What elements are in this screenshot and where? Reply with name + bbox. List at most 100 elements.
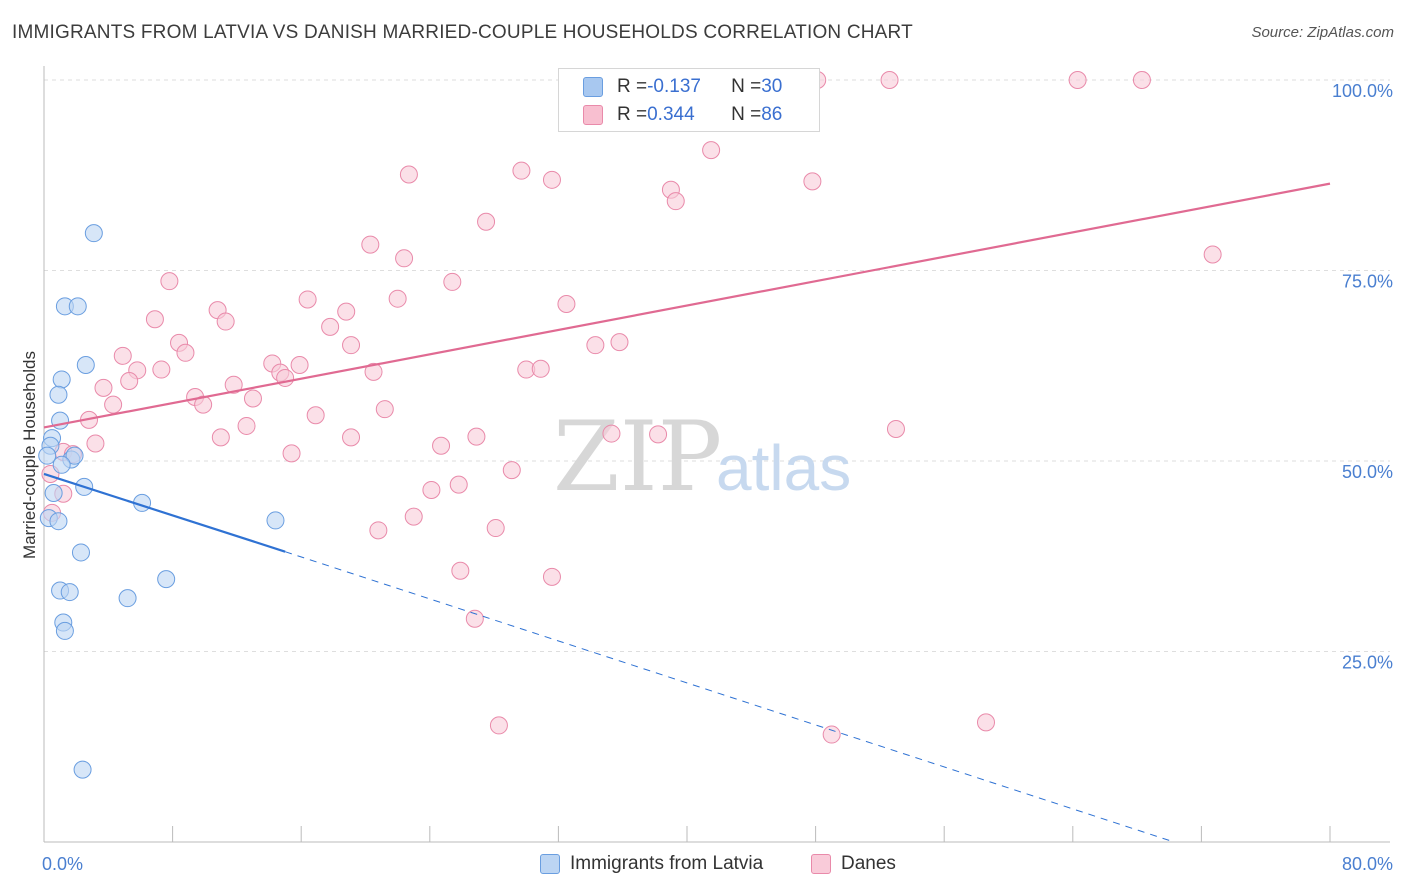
data-point: [803, 172, 822, 191]
data-point: [216, 312, 235, 331]
data-point: [104, 395, 123, 414]
data-point: [486, 519, 505, 538]
data-point: [422, 480, 441, 499]
data-point: [157, 570, 176, 589]
x-tick-label: 0.0%: [42, 854, 83, 874]
data-point: [60, 583, 79, 602]
data-point: [388, 289, 407, 308]
data-point: [120, 371, 139, 390]
data-point: [55, 621, 74, 640]
data-point: [337, 302, 356, 321]
data-point: [237, 416, 256, 435]
data-point: [52, 370, 71, 389]
data-point: [86, 434, 105, 453]
data-point: [465, 609, 484, 628]
data-point: [49, 385, 68, 404]
data-point: [443, 272, 462, 291]
data-point: [44, 484, 63, 503]
data-point: [702, 141, 721, 160]
data-point: [542, 170, 561, 189]
legend-row-latvia: R = -0.137 N = 30: [559, 73, 782, 101]
data-point: [118, 589, 137, 608]
trend-line-extension: [284, 551, 1175, 843]
watermark-atlas: atlas: [716, 432, 851, 504]
data-point: [176, 343, 195, 362]
chart-title: IMMIGRANTS FROM LATVIA VS DANISH MARRIED…: [12, 22, 913, 43]
legend-r-value: -0.137: [647, 76, 701, 97]
data-point: [94, 378, 113, 397]
legend-item-danes[interactable]: Danes: [811, 852, 896, 876]
data-point: [512, 161, 531, 180]
data-point: [211, 428, 230, 447]
data-point: [266, 511, 285, 530]
legend-r-label: R =: [617, 76, 648, 97]
legend-n-label: N =: [731, 76, 762, 97]
x-tick-label: 80.0%: [1342, 854, 1393, 874]
data-point: [467, 427, 486, 446]
data-point: [557, 295, 576, 314]
grid-lines: [44, 79, 1390, 652]
data-point: [49, 512, 68, 531]
legend-n-label: N =: [731, 104, 762, 125]
trend-line: [43, 182, 1331, 429]
watermark: ZIP atlas: [553, 401, 851, 513]
data-point: [160, 272, 179, 291]
data-point: [243, 389, 262, 408]
data-point: [542, 567, 561, 586]
data-point: [342, 336, 361, 355]
legend-n-value: 86: [761, 104, 783, 125]
legend-swatch-latvia: [540, 854, 560, 874]
legend-label-latvia: Immigrants from Latvia: [570, 853, 764, 874]
data-point: [145, 310, 164, 329]
data-point: [73, 760, 92, 779]
y-tick-label: 100.0%: [1332, 81, 1393, 101]
trend-line: [43, 472, 286, 553]
x-tick-labels: 0.0% 80.0%: [42, 854, 1393, 874]
data-point: [113, 346, 132, 365]
data-points: [38, 71, 1222, 779]
legend-item-latvia[interactable]: Immigrants from Latvia: [540, 852, 763, 876]
data-point: [531, 359, 550, 378]
data-point: [395, 249, 414, 268]
data-point: [152, 360, 171, 379]
data-point: [976, 713, 995, 732]
data-point: [649, 425, 668, 444]
legend-r-value: 0.344: [647, 104, 695, 125]
data-point: [375, 400, 394, 419]
legend-row-danes: R = 0.344 N = 86: [559, 101, 782, 129]
data-point: [65, 446, 84, 465]
data-point: [298, 290, 317, 309]
legend-swatch-latvia: [583, 77, 603, 97]
data-point: [666, 192, 685, 211]
data-point: [361, 235, 380, 254]
data-point: [369, 521, 388, 540]
data-point: [364, 362, 383, 381]
data-point: [451, 561, 470, 580]
data-point: [84, 224, 103, 243]
data-point: [886, 419, 905, 438]
legend-r-label: R =: [617, 104, 648, 125]
data-point: [404, 507, 423, 526]
data-point: [602, 424, 621, 443]
source-label: Source: ZipAtlas.com: [1251, 24, 1394, 41]
data-point: [610, 333, 629, 352]
data-point: [1132, 71, 1151, 89]
data-point: [1068, 71, 1087, 89]
data-point: [477, 212, 496, 231]
y-tick-label: 75.0%: [1342, 272, 1393, 292]
trend-lines: [43, 182, 1331, 843]
data-point: [194, 395, 213, 414]
data-point: [399, 165, 418, 184]
watermark-zip: ZIP: [553, 401, 722, 513]
data-point: [321, 317, 340, 336]
data-point: [38, 446, 57, 465]
legend-swatch-danes: [583, 105, 603, 125]
legend-n-value: 30: [761, 76, 783, 97]
data-point: [306, 406, 325, 425]
data-point: [71, 543, 90, 562]
data-point: [822, 725, 841, 744]
data-point: [342, 428, 361, 447]
data-point: [68, 297, 87, 316]
y-tick-labels: 25.0% 50.0% 75.0% 100.0%: [1332, 81, 1393, 673]
